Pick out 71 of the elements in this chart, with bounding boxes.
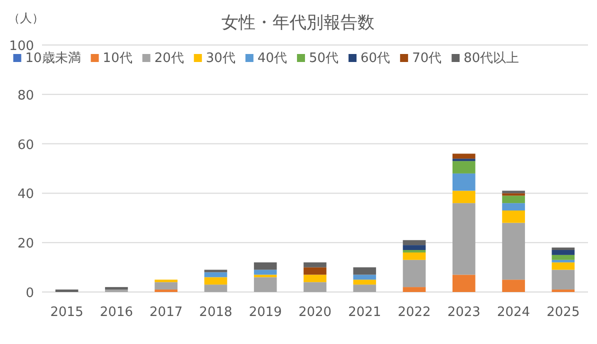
bar — [353, 267, 376, 275]
bar — [552, 260, 575, 262]
bar — [452, 158, 476, 162]
legend-label: 30代 — [206, 51, 236, 66]
x-tick-label: 2016 — [100, 305, 133, 320]
bar — [154, 280, 178, 282]
x-tick-label: 2021 — [348, 305, 382, 320]
bar — [204, 277, 228, 285]
bar — [502, 210, 525, 223]
bar — [402, 287, 426, 292]
bar — [254, 277, 277, 292]
bar — [353, 284, 376, 292]
bar — [304, 282, 326, 292]
bar — [502, 196, 525, 204]
bar — [502, 190, 525, 194]
y-tick-label: 80 — [17, 88, 34, 104]
legend-label: 60代 — [360, 51, 390, 66]
chart-title: 女性・年代別報告数 — [222, 13, 374, 33]
bar — [552, 250, 575, 255]
x-tick-label: 2018 — [199, 305, 232, 320]
bar — [502, 193, 525, 196]
x-tick-label: 2019 — [248, 305, 282, 320]
y-tick-label: 0 — [26, 286, 34, 301]
y-tick-label: 60 — [17, 138, 34, 153]
bar — [353, 280, 376, 285]
x-tick-label: 2020 — [298, 305, 332, 320]
legend-label: 50代 — [308, 51, 339, 66]
bar — [105, 287, 128, 290]
x-tick-label: 2024 — [497, 305, 530, 320]
x-tick-label: 2023 — [447, 305, 480, 320]
legend-label: 40代 — [257, 51, 287, 66]
y-tick-label: 40 — [17, 187, 34, 202]
bar — [552, 262, 575, 270]
x-tick-label: 2017 — [150, 305, 183, 320]
bar — [452, 173, 476, 191]
bar — [552, 254, 575, 260]
legend-label: 80代以上 — [464, 51, 520, 66]
bar — [402, 260, 426, 288]
bar — [304, 262, 326, 268]
x-tick-label: 2022 — [398, 305, 431, 320]
legend-label: 20代 — [154, 51, 184, 66]
bar — [304, 274, 326, 282]
y-tick-label: 100 — [9, 39, 34, 54]
bar — [204, 272, 228, 278]
bar — [552, 270, 575, 290]
bar — [304, 267, 326, 275]
bar — [254, 274, 277, 278]
bar — [254, 262, 277, 270]
bar — [452, 161, 476, 174]
bar — [502, 203, 525, 210]
legend-label: 10歳未満 — [25, 51, 81, 66]
x-tick-label: 2015 — [50, 305, 84, 320]
bar — [452, 190, 476, 204]
bar — [452, 154, 476, 159]
bar — [204, 284, 228, 292]
bar — [402, 240, 426, 246]
y-tick-label: 20 — [17, 236, 34, 252]
bar — [154, 282, 178, 290]
bar — [452, 203, 476, 275]
legend-label: 10代 — [102, 51, 132, 66]
bar — [402, 252, 426, 260]
bar — [552, 248, 575, 250]
legend-label: 70代 — [412, 51, 442, 66]
bar — [353, 274, 376, 280]
bar — [502, 222, 525, 280]
bar — [402, 245, 426, 250]
x-tick-label: 2025 — [546, 305, 580, 320]
y-axis-title: （人） — [8, 11, 44, 25]
bar — [502, 280, 525, 292]
bar — [452, 274, 476, 292]
bar — [254, 270, 277, 275]
